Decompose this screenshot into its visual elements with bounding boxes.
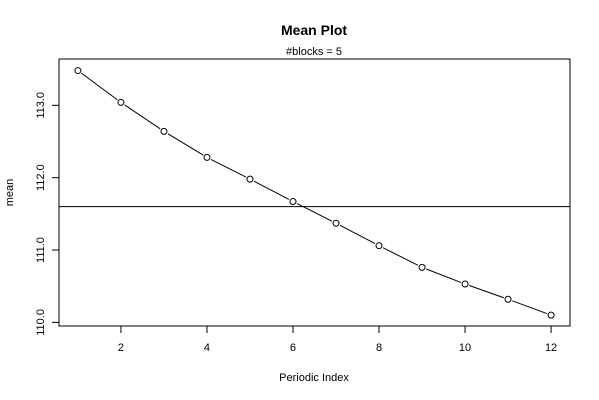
- data-point: [160, 127, 168, 135]
- x-tick-label: 6: [290, 342, 296, 354]
- y-tick-label: 113.0: [35, 92, 47, 119]
- data-point: [74, 67, 82, 75]
- series-segment: [81, 72, 118, 101]
- series-segment: [296, 203, 333, 222]
- data-point: [504, 295, 512, 303]
- data-point: [117, 98, 125, 106]
- x-tick-label: 10: [459, 342, 471, 354]
- series-segment: [210, 158, 247, 178]
- x-tick-label: 8: [376, 342, 382, 354]
- chart-subtitle: #blocks = 5: [286, 46, 342, 58]
- x-tick-label: 12: [545, 342, 557, 354]
- series-segment: [167, 133, 204, 156]
- data-point: [547, 311, 555, 319]
- series-segment: [382, 247, 419, 266]
- data-point: [246, 175, 254, 183]
- x-axis: 2 4 6 8 10 12: [118, 325, 557, 354]
- y-axis: 110.0 111.0 112.0 113.0: [35, 92, 60, 336]
- series-segment: [512, 300, 548, 315]
- series-segment: [339, 224, 376, 245]
- y-tick-label: 111.0: [35, 237, 47, 263]
- series-segment: [124, 104, 161, 130]
- series-segment: [469, 285, 504, 299]
- data-point: [332, 219, 340, 227]
- x-tick-label: 4: [204, 342, 210, 354]
- series-layer: [74, 67, 555, 319]
- y-tick-label: 112.0: [35, 164, 47, 191]
- y-axis-label: mean: [4, 179, 16, 207]
- data-point: [375, 242, 383, 250]
- data-point: [418, 263, 426, 271]
- data-point: [289, 198, 297, 206]
- x-axis-label: Periodic Index: [279, 372, 349, 384]
- y-tick-label: 110.0: [35, 309, 47, 336]
- chart-title: Mean Plot: [281, 22, 347, 38]
- plot-frame: [58, 58, 571, 327]
- series-segment: [253, 180, 290, 200]
- x-tick-label: 2: [118, 342, 124, 354]
- series-segment: [426, 268, 462, 283]
- data-point: [461, 280, 469, 288]
- data-point: [203, 153, 211, 161]
